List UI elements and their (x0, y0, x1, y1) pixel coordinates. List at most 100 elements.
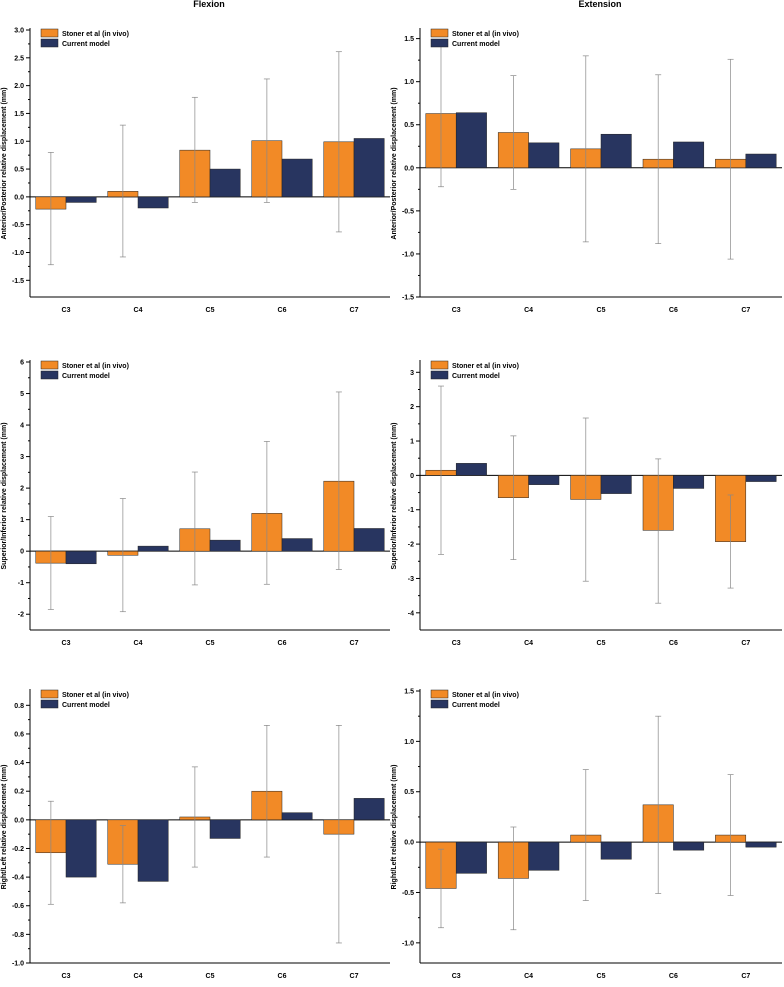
y-tick-label: 0.5 (404, 789, 414, 796)
y-axis-label: Right/Left relative displacement (mm) (391, 765, 398, 890)
y-tick-label: -1.0 (402, 251, 414, 258)
legend-label-model: Current model (62, 702, 110, 709)
x-tick-label-c4: C4 (134, 307, 143, 314)
legend-label-model: Current model (62, 41, 110, 48)
y-axis-label: Right/Left relative displacement (mm) (1, 765, 8, 890)
x-tick-label-c3: C3 (452, 307, 461, 314)
y-tick-label: -0.8 (12, 932, 24, 939)
chart-panel-5: -1.0 -0.5 0.0 0.5 1.0 1.5 Right/Left relative … (391, 689, 782, 980)
legend-label-stoner: Stoner et al (in vivo) (452, 363, 519, 370)
x-tick-label-c3: C3 (62, 640, 71, 647)
x-tick-label-c4: C4 (134, 973, 143, 980)
column-title-0: Flexion (193, 0, 225, 9)
y-tick-label: 1 (20, 517, 24, 524)
y-tick-label: 1.0 (14, 139, 24, 146)
x-tick-label-c6: C6 (278, 640, 287, 647)
x-tick-label-c3: C3 (452, 973, 461, 980)
x-tick-label-c4: C4 (524, 307, 533, 314)
chart-panel-3: -4 -3 -2 -1 0 1 2 3 Superior/Inferior relative d… (391, 360, 782, 647)
x-tick-label-c5: C5 (206, 640, 215, 647)
legend-label-model: Current model (62, 373, 110, 380)
y-tick-label: -3 (408, 576, 414, 583)
bar-model-c4 (137, 545, 169, 552)
bar-model-c6 (673, 141, 705, 169)
y-tick-label: 0.0 (14, 817, 24, 824)
bar-model-c7 (745, 153, 777, 169)
bar-model-c7 (353, 138, 385, 198)
bar-model-c6 (673, 475, 705, 489)
legend-label-stoner: Stoner et al (in vivo) (62, 363, 129, 370)
bar-model-c5 (600, 133, 632, 169)
chart-panel-0: -1.5 -1.0 -0.5 0.0 0.5 1.0 1.5 2.0 2.5 3.0 Anterio… (1, 28, 390, 314)
x-tick-label-c6: C6 (669, 307, 678, 314)
x-tick-label-c7: C7 (741, 973, 750, 980)
bar-model-c6 (281, 158, 313, 198)
y-tick-label: -2 (18, 612, 24, 619)
chart-panel-1: -1.5 -1.0 -0.5 0.0 0.5 1.0 1.5 Anterior/Posteri… (391, 28, 782, 314)
y-tick-label: -1.5 (402, 295, 414, 302)
y-tick-label: 2.5 (14, 55, 24, 62)
y-axis-label: Anterior/Posterior relative displacement… (391, 87, 398, 239)
legend-label-model: Current model (452, 702, 500, 709)
x-tick-label-c6: C6 (669, 973, 678, 980)
bar-model-c4 (137, 196, 169, 209)
y-tick-label: 0 (20, 549, 24, 556)
y-tick-label: -1.0 (12, 250, 24, 257)
y-tick-label: -1 (408, 507, 414, 514)
legend-label-model: Current model (452, 41, 500, 48)
legend-label-stoner: Stoner et al (in vivo) (62, 31, 129, 38)
legend-swatch-stoner (430, 28, 449, 38)
y-tick-label: -1.0 (12, 961, 24, 968)
y-tick-label: -2 (408, 542, 414, 549)
chart-panel-2: -2 -1 0 1 2 3 4 5 6 Superior/Inferior relative di… (1, 360, 390, 647)
y-tick-label: -0.6 (12, 903, 24, 910)
bar-model-c4 (528, 841, 560, 871)
x-tick-label-c5: C5 (206, 973, 215, 980)
x-tick-label-c5: C5 (597, 307, 606, 314)
x-tick-label-c7: C7 (350, 307, 359, 314)
y-tick-label: -0.2 (12, 846, 24, 853)
x-tick-label-c3: C3 (62, 307, 71, 314)
legend-swatch-model (40, 699, 59, 709)
y-tick-label: 0.5 (14, 167, 24, 174)
bar-model-c7 (353, 528, 385, 552)
legend-swatch-model (40, 370, 59, 380)
y-tick-label: 0.4 (14, 760, 24, 767)
y-tick-label: 0.0 (14, 194, 24, 201)
y-tick-label: 3 (20, 454, 24, 461)
y-tick-label: -1.5 (12, 278, 24, 285)
y-tick-label: 6 (20, 360, 24, 367)
x-tick-label-c4: C4 (524, 973, 533, 980)
legend-label-model: Current model (452, 373, 500, 380)
x-tick-label-c3: C3 (62, 973, 71, 980)
x-tick-label-c6: C6 (669, 640, 678, 647)
bar-model-c6 (281, 812, 313, 821)
bar-model-c3 (455, 112, 487, 169)
y-tick-label: 0.0 (404, 165, 414, 172)
bar-model-c5 (209, 168, 241, 198)
y-tick-label: -0.5 (402, 890, 414, 897)
y-axis-label: Superior/Inferior relative displacement … (391, 422, 398, 569)
y-tick-label: 1.0 (404, 739, 414, 746)
chart-panel-4: -1.0 -0.8 -0.6 -0.4 -0.2 0.0 0.2 0.4 0.6 0.8 Right… (1, 689, 390, 980)
legend-swatch-stoner (40, 689, 59, 699)
legend-swatch-stoner (40, 360, 59, 370)
bar-model-c3 (65, 196, 97, 203)
x-tick-label-c5: C5 (206, 307, 215, 314)
y-tick-label: 5 (20, 391, 24, 398)
bar-model-c6 (673, 841, 705, 851)
y-tick-label: 2 (410, 404, 414, 411)
x-tick-label-c5: C5 (597, 973, 606, 980)
x-tick-label-c7: C7 (741, 640, 750, 647)
y-tick-label: 4 (20, 423, 24, 430)
y-tick-label: 1.5 (14, 111, 24, 118)
bar-model-c4 (528, 475, 560, 485)
y-tick-label: 3.0 (14, 28, 24, 35)
bar-model-c5 (209, 819, 241, 839)
y-tick-label: 1.0 (404, 79, 414, 86)
legend-label-stoner: Stoner et al (in vivo) (452, 31, 519, 38)
y-tick-label: 1.5 (404, 689, 414, 696)
y-tick-label: -4 (408, 610, 414, 617)
